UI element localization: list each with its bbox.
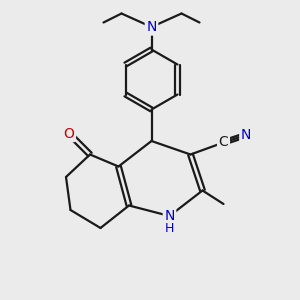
Text: H: H	[165, 222, 174, 235]
Text: O: O	[64, 127, 74, 140]
Text: C: C	[219, 136, 228, 149]
Text: N: N	[164, 209, 175, 223]
Text: N: N	[146, 20, 157, 34]
Text: N: N	[241, 128, 251, 142]
